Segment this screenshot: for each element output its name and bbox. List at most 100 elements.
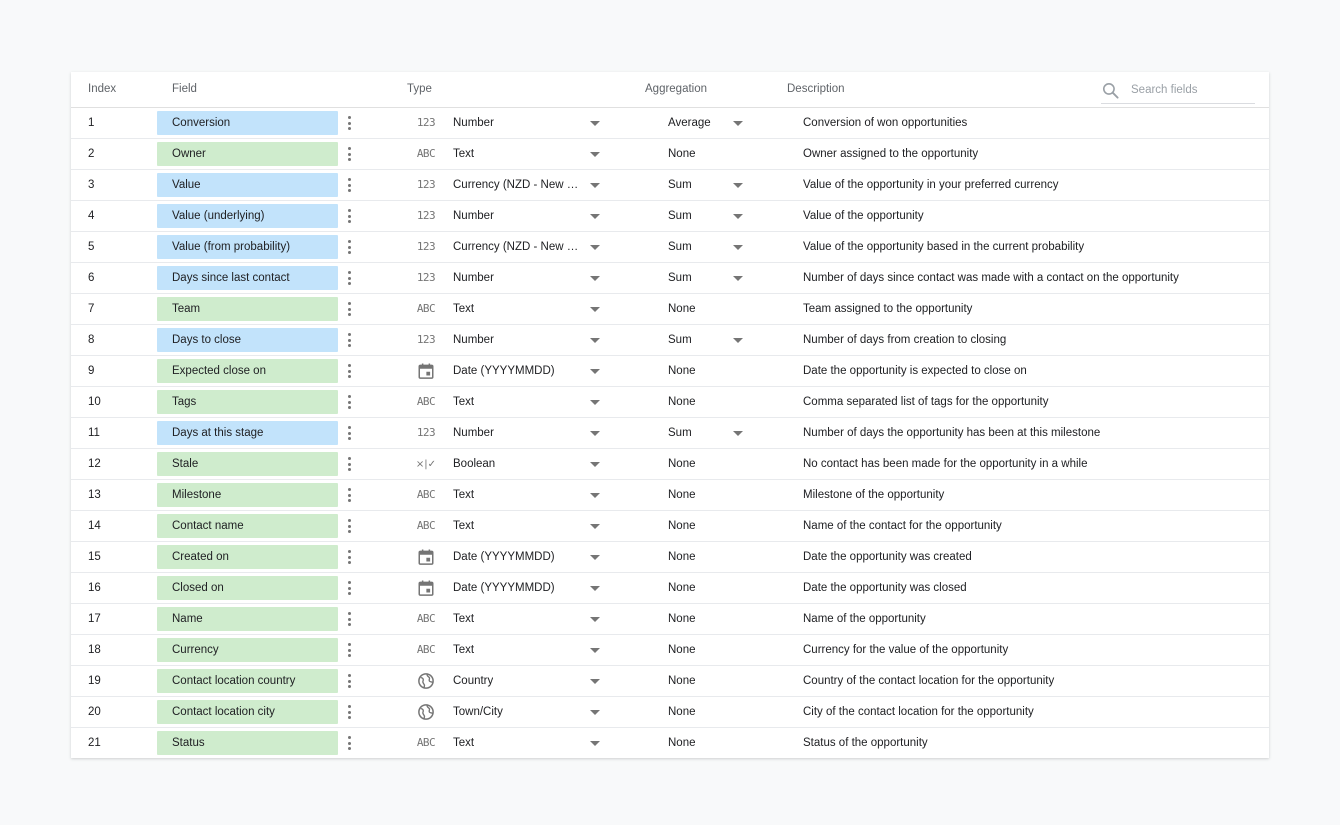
field-chip[interactable]: Currency [157,638,338,662]
more-options-icon[interactable] [343,208,355,224]
more-options-icon[interactable] [343,673,355,689]
field-chip[interactable]: Expected close on [157,359,338,383]
more-options-icon[interactable] [343,425,355,441]
field-chip[interactable]: Contact location country [157,669,338,693]
aggregation-value: None [668,520,696,532]
type-dropdown[interactable]: Text [453,604,603,634]
type-dropdown[interactable]: Text [453,728,603,758]
more-options-icon[interactable] [343,456,355,472]
field-description: Number of days from creation to closing [803,334,1007,346]
row-index: 14 [88,520,101,532]
aggregation-dropdown: None [668,480,748,510]
more-options-icon[interactable] [343,177,355,193]
aggregation-value: None [668,737,696,749]
more-options-icon[interactable] [343,301,355,317]
field-chip[interactable]: Created on [157,545,338,569]
search-input[interactable] [1131,81,1251,99]
field-chip[interactable]: Days at this stage [157,421,338,445]
field-chip[interactable]: Value (from probability) [157,235,338,259]
field-chip[interactable]: Team [157,297,338,321]
type-dropdown[interactable]: Text [453,139,603,169]
field-chip[interactable]: Tags [157,390,338,414]
type-value: Number [453,272,494,284]
type-dropdown[interactable]: Text [453,294,603,324]
more-options-icon[interactable] [343,611,355,627]
type-dropdown[interactable]: Text [453,511,603,541]
table-header: Index Field Type Aggregation Description [71,72,1269,108]
aggregation-dropdown: None [668,635,748,665]
type-dropdown[interactable]: Country [453,666,603,696]
field-chip[interactable]: Conversion [157,111,338,135]
text-type-icon: ABC [416,147,436,160]
field-chip[interactable]: Days to close [157,328,338,352]
field-chip[interactable]: Contact name [157,514,338,538]
field-description: No contact has been made for the opportu… [803,458,1088,470]
more-options-icon[interactable] [343,146,355,162]
row-index: 18 [88,644,101,656]
type-value: Text [453,396,475,408]
more-options-icon[interactable] [343,394,355,410]
aggregation-dropdown[interactable]: Sum [668,232,748,262]
aggregation-dropdown[interactable]: Sum [668,418,748,448]
chevron-down-icon [590,276,600,281]
type-value: Text [453,520,475,532]
field-chip[interactable]: Milestone [157,483,338,507]
field-chip[interactable]: Days since last contact [157,266,338,290]
more-options-icon[interactable] [343,642,355,658]
aggregation-dropdown[interactable]: Sum [668,325,748,355]
aggregation-dropdown[interactable]: Average [668,108,748,138]
aggregation-value: None [668,458,696,470]
table-row: 18 Currency ABC Text None Currency for the va… [71,635,1269,666]
type-dropdown[interactable]: Town/City [453,697,603,727]
more-options-icon[interactable] [343,332,355,348]
type-dropdown[interactable]: Number [453,325,603,355]
chevron-down-icon [590,431,600,436]
type-dropdown[interactable]: Currency (NZD - New Zealand Dollar) [453,232,603,262]
more-options-icon[interactable] [343,270,355,286]
type-dropdown[interactable]: Currency (NZD - New Zealand Dollar) [453,170,603,200]
type-dropdown[interactable]: Number [453,263,603,293]
aggregation-value: None [668,489,696,501]
type-dropdown[interactable]: Number [453,201,603,231]
field-chip[interactable]: Stale [157,452,338,476]
aggregation-dropdown[interactable]: Sum [668,170,748,200]
field-chip[interactable]: Owner [157,142,338,166]
more-options-icon[interactable] [343,549,355,565]
field-chip[interactable]: Closed on [157,576,338,600]
chevron-down-icon [733,121,743,126]
type-dropdown[interactable]: Boolean [453,449,603,479]
more-options-icon[interactable] [343,239,355,255]
field-description: Name of the opportunity [803,613,926,625]
type-dropdown[interactable]: Text [453,387,603,417]
chevron-down-icon [590,183,600,188]
type-dropdown[interactable]: Date (YYYYMMDD) [453,542,603,572]
table-body: 1 Conversion 123 Number Average Conversion of… [71,108,1269,758]
field-chip[interactable]: Value [157,173,338,197]
field-column-header: Field [172,83,197,95]
more-options-icon[interactable] [343,580,355,596]
type-dropdown[interactable]: Date (YYYYMMDD) [453,573,603,603]
type-dropdown[interactable]: Text [453,480,603,510]
more-options-icon[interactable] [343,735,355,751]
more-options-icon[interactable] [343,363,355,379]
field-chip[interactable]: Name [157,607,338,631]
type-value: Boolean [453,458,496,470]
field-chip[interactable]: Status [157,731,338,755]
field-chip[interactable]: Contact location city [157,700,338,724]
aggregation-dropdown: None [668,666,748,696]
aggregation-dropdown[interactable]: Sum [668,201,748,231]
more-options-icon[interactable] [343,487,355,503]
type-dropdown[interactable]: Number [453,108,603,138]
type-dropdown[interactable]: Number [453,418,603,448]
field-chip[interactable]: Value (underlying) [157,204,338,228]
aggregation-dropdown[interactable]: Sum [668,263,748,293]
field-description: Country of the contact location for the … [803,675,1055,687]
more-options-icon[interactable] [343,704,355,720]
more-options-icon[interactable] [343,115,355,131]
type-dropdown[interactable]: Text [453,635,603,665]
more-options-icon[interactable] [343,518,355,534]
type-dropdown[interactable]: Date (YYYYMMDD) [453,356,603,386]
aggregation-value: Sum [668,241,692,253]
type-value: Text [453,303,475,315]
aggregation-value: None [668,706,696,718]
